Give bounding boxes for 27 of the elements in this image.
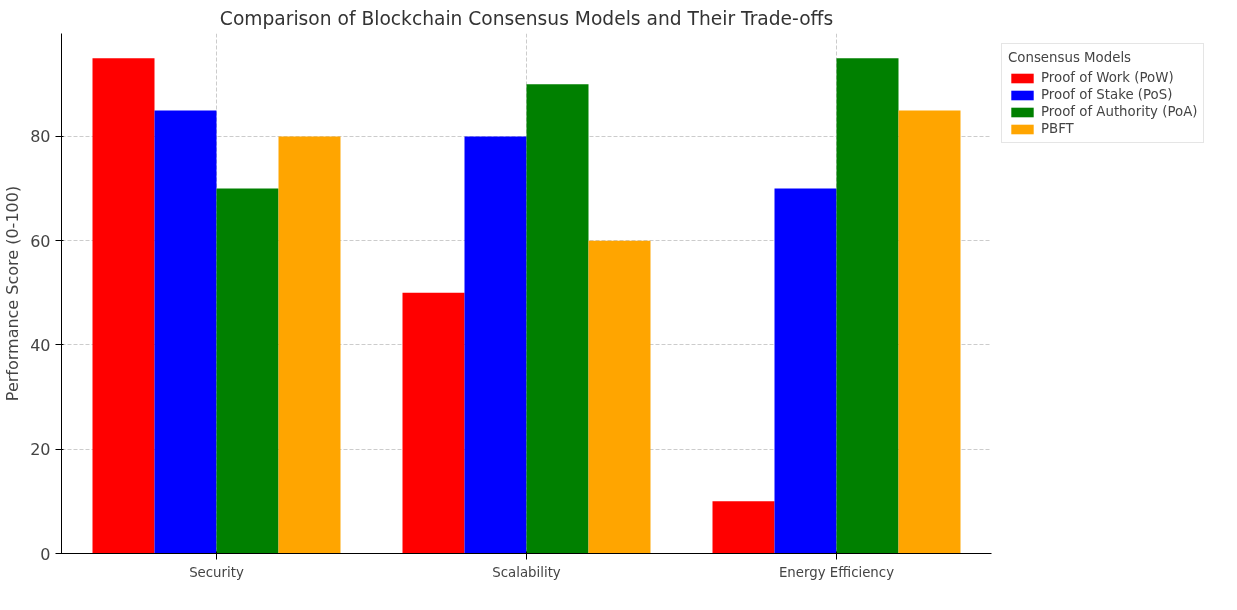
legend-title: Consensus Models: [1008, 50, 1133, 65]
legend-label: PBFT: [1041, 121, 1074, 136]
bar: [92, 58, 155, 554]
y-axis-title: Performance Score (0-100): [3, 185, 23, 402]
y-tick-label: 80: [30, 127, 51, 147]
y-tick-label: 40: [30, 335, 51, 355]
legend-label: Proof of Work (PoW): [1041, 70, 1174, 85]
bar: [216, 188, 279, 554]
x-tick-label: Energy Efficiency: [778, 564, 895, 580]
bar: [712, 501, 775, 554]
chart-title: Comparison of Blockchain Consensus Models and Their Trade-offs: [219, 7, 834, 29]
bar: [588, 240, 651, 554]
legend-label: Proof of Stake (PoS): [1041, 87, 1173, 102]
bar: [898, 110, 961, 554]
bar: [526, 84, 589, 554]
bar: [402, 292, 465, 554]
legend-label: Proof of Authority (PoA): [1041, 104, 1198, 119]
bar: [464, 136, 527, 554]
x-tick-label: Scalability: [492, 564, 561, 580]
y-tick-label: 20: [30, 440, 51, 460]
bar: [154, 110, 217, 554]
y-tick-label: 60: [30, 231, 51, 251]
bar: [774, 188, 837, 554]
y-tick-label: 0: [40, 544, 51, 564]
x-tick-label: Security: [189, 564, 244, 580]
bar: [278, 136, 341, 554]
bar: [836, 58, 899, 554]
